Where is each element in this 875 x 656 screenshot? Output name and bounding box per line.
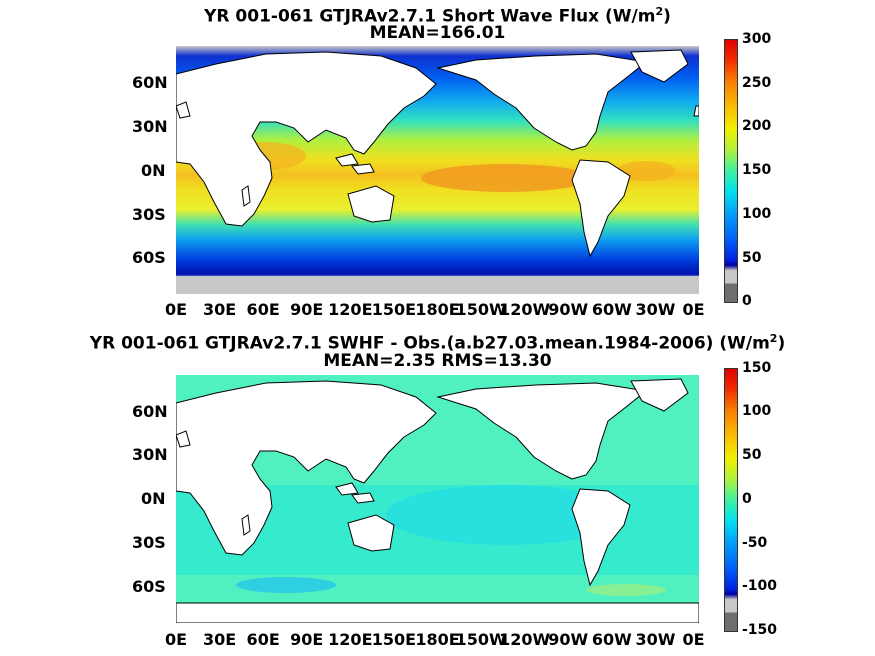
panel2-lat-0n: 0N xyxy=(141,489,166,508)
panel1-cbar-150: 150 xyxy=(742,162,772,178)
panel1-lon-label: 120W xyxy=(499,300,551,319)
panel1-colorbar xyxy=(724,39,738,303)
panel2-lat-30s: 30S xyxy=(132,533,166,552)
panel2-lon-label: 0E xyxy=(164,630,188,649)
panel2-lon-label: 120E xyxy=(328,630,373,649)
panel1-lat-0n: 0N xyxy=(141,161,166,180)
panel2-lon-label: 30W xyxy=(635,630,676,649)
panel1-lat-60n: 60N xyxy=(132,73,168,92)
panel1-subtitle: MEAN=166.01 xyxy=(369,23,506,43)
panel1-lon-label: 60E xyxy=(246,300,280,319)
panel1-lon-label: 30E xyxy=(202,300,237,319)
panel2-cbar-100: 100 xyxy=(742,403,772,419)
panel2-lon-label: 90W xyxy=(548,630,589,649)
panel1-lon-label: 30W xyxy=(635,300,676,319)
panel1-lon-label: 0E xyxy=(164,300,188,319)
panel2-lon-label: 0E xyxy=(682,630,705,649)
panel2-cbar-minus100: -100 xyxy=(742,578,778,594)
panel1-lon-label: 180E xyxy=(415,300,460,319)
panel1-lat-60s: 60S xyxy=(132,248,166,267)
panel2-lon-label: 120W xyxy=(499,630,551,649)
panel2-lon-label: 30E xyxy=(202,630,237,649)
panel1-lon-label: 150W xyxy=(455,300,507,319)
panel1-cbar-0: 0 xyxy=(742,293,752,309)
panel1-map xyxy=(176,46,699,294)
panel1-cbar-250: 250 xyxy=(742,75,772,91)
panel2-colorbar xyxy=(724,368,738,632)
panel2-lat-60s: 60S xyxy=(132,577,166,596)
panel2-map xyxy=(176,375,699,623)
panel1-lon-label: 0E xyxy=(682,300,705,319)
panel1-lon-label: 90W xyxy=(548,300,589,319)
panel1-cbar-100: 100 xyxy=(742,206,772,222)
panel2-lon-label: 90E xyxy=(290,630,324,649)
panel2-lat-30n: 30N xyxy=(132,445,168,464)
panel1-lon-label: 90E xyxy=(290,300,324,319)
panel2-lon-label: 60W xyxy=(591,630,632,649)
panel2-title: YR 001-061 GTJRAv2.7.1 SWHF - Obs.(a.b27… xyxy=(89,332,786,354)
panel2-subtitle: MEAN=2.35 RMS=13.30 xyxy=(323,351,552,371)
panel2-lon-label: 180E xyxy=(415,630,460,649)
panel1-cbar-300: 300 xyxy=(742,31,772,47)
panel1-lon-label: 150E xyxy=(371,300,417,319)
panel2-cbar-minus150: -150 xyxy=(742,622,778,638)
panel1-lat-30s: 30S xyxy=(132,205,166,224)
panel2-cbar-50: 50 xyxy=(742,447,762,463)
panel2-lon-label: 60E xyxy=(246,630,280,649)
panel2-lon-label: 150E xyxy=(371,630,417,649)
panel1-title: YR 001-061 GTJRAv2.7.1 Short Wave Flux (… xyxy=(204,5,671,27)
panel1-cbar-200: 200 xyxy=(742,118,772,134)
panel1-lon-label: 60W xyxy=(591,300,632,319)
panel1-lat-30n: 30N xyxy=(132,117,168,136)
panel2-lon-label: 150W xyxy=(455,630,507,649)
panel2-lat-60n: 60N xyxy=(132,402,168,421)
panel1-cbar-50: 50 xyxy=(742,250,762,266)
panel1-lon-label: 120E xyxy=(328,300,373,319)
panel2-cbar-150: 150 xyxy=(742,360,772,376)
panel2-cbar-0: 0 xyxy=(742,491,752,507)
panel2-cbar-minus50: -50 xyxy=(742,535,768,551)
